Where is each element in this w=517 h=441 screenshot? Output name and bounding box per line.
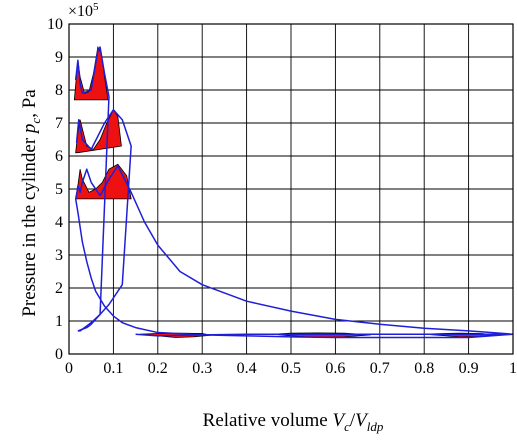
plot-frame <box>68 23 514 355</box>
y-multiplier-exponent: 5 <box>93 1 99 13</box>
y-tick-label: 7 <box>55 115 63 132</box>
x-tick-label: 0.7 <box>370 360 390 377</box>
x-label-v1: V <box>332 410 346 431</box>
y-label-var: p <box>19 124 40 136</box>
y-label-var-sub: c <box>28 118 43 124</box>
series-line <box>74 198 514 339</box>
series-line <box>74 165 514 335</box>
x-tick-label: 0.4 <box>237 360 257 377</box>
y-tick-label: 3 <box>55 247 63 264</box>
series-line <box>135 333 513 337</box>
x-tick-label: 0.2 <box>148 360 168 377</box>
y-label-suffix: , Pa <box>19 89 40 118</box>
x-tick-label: 1 <box>509 360 517 377</box>
y-tick-label: 10 <box>47 16 63 33</box>
y-multiplier: ×105 <box>68 1 99 20</box>
y-tick-label: 2 <box>55 280 63 297</box>
y-label-prefix: Pressure in the cylinder <box>19 133 40 317</box>
y-multiplier-base: ×10 <box>68 3 93 20</box>
fill-region <box>75 163 132 200</box>
series-line <box>74 46 110 332</box>
x-label-slash: / <box>350 410 356 431</box>
y-tick-label: 8 <box>55 82 63 99</box>
x-axis-label: Relative volume Vc/Vldp <box>203 410 384 434</box>
fill-regions <box>73 45 496 338</box>
x-tick-label: 0 <box>65 360 73 377</box>
x-tick-label: 0.9 <box>459 360 479 377</box>
y-tick-labels: 0 1 2 3 4 5 6 7 8 9 10 <box>47 16 63 363</box>
x-label-v1-sub: c <box>344 419 350 434</box>
x-tick-label: 0.3 <box>192 360 212 377</box>
x-label-v2: V <box>355 410 369 431</box>
series-lines <box>74 46 514 339</box>
y-tick-label: 6 <box>55 148 63 165</box>
y-tick-label: 0 <box>55 346 63 363</box>
series-line <box>75 109 132 332</box>
y-axis-label: Pressure in the cylinder pc, Pa <box>19 89 43 317</box>
x-tick-label: 0.1 <box>103 360 123 377</box>
y-tick-label: 9 <box>55 49 63 66</box>
y-tick-label: 1 <box>55 313 63 330</box>
x-label-v2-sub: ldp <box>367 419 384 434</box>
x-tick-label: 0.6 <box>325 360 345 377</box>
grid <box>68 23 514 355</box>
x-label-prefix: Relative volume <box>203 410 333 431</box>
x-tick-label: 0.8 <box>414 360 434 377</box>
fill-region <box>75 109 122 154</box>
y-tick-label: 5 <box>55 181 63 198</box>
x-tick-labels: 0 0.1 0.2 0.3 0.4 0.5 0.6 0.7 0.8 0.9 1 <box>65 360 517 377</box>
x-tick-label: 0.5 <box>281 360 301 377</box>
y-tick-label: 4 <box>55 214 63 231</box>
